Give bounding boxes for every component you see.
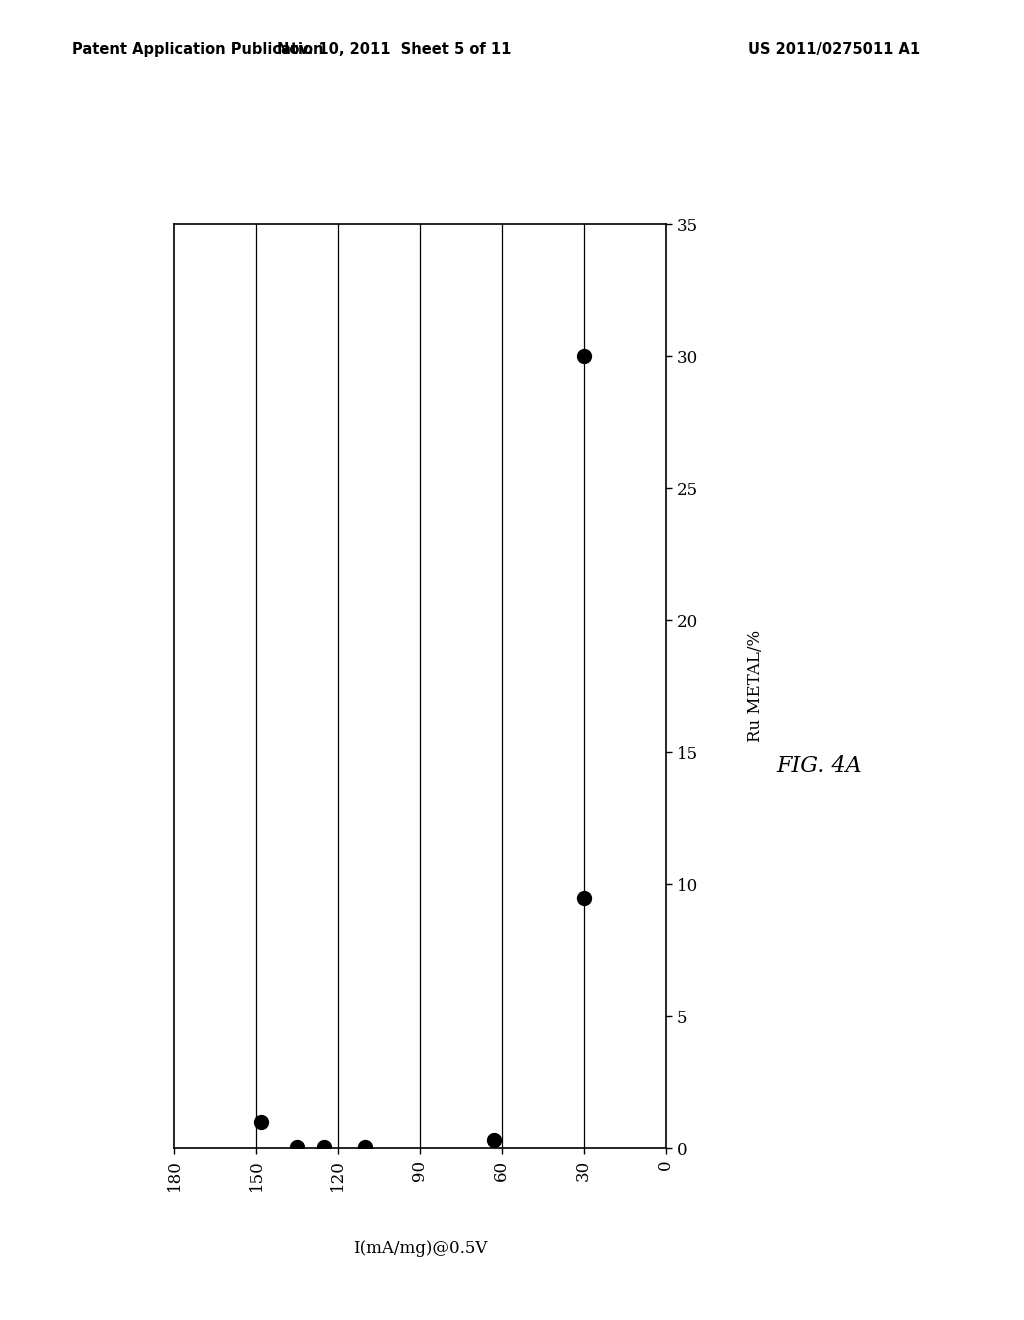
Text: Patent Application Publication: Patent Application Publication (72, 42, 324, 57)
Point (289, 1137, 305, 1158)
X-axis label: I(mA/mg)@0.5V: I(mA/mg)@0.5V (352, 1239, 487, 1257)
Text: US 2011/0275011 A1: US 2011/0275011 A1 (748, 42, 920, 57)
Point (575, 346, 592, 367)
Point (485, 1130, 502, 1151)
Text: FIG. 4A: FIG. 4A (776, 755, 862, 776)
Text: Nov. 10, 2011  Sheet 5 of 11: Nov. 10, 2011 Sheet 5 of 11 (278, 42, 511, 57)
Point (253, 1111, 269, 1133)
Point (575, 887, 592, 908)
Point (316, 1137, 333, 1158)
Point (357, 1137, 374, 1158)
Y-axis label: Ru METAL/%: Ru METAL/% (746, 631, 764, 742)
